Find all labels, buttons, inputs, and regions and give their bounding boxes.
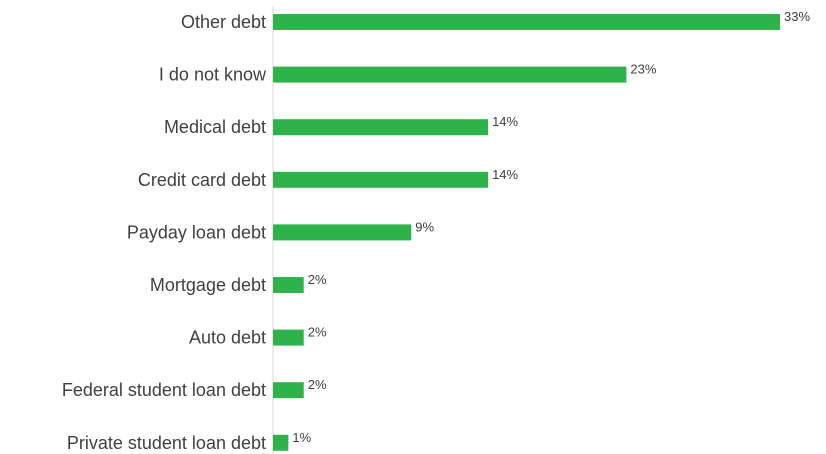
bar	[273, 329, 304, 346]
category-label: Federal student loan debt	[62, 380, 266, 400]
labels-layer: Other debt 33% I do not know 23% Medical deb…	[62, 9, 811, 453]
category-label: Mortgage debt	[150, 275, 266, 295]
bar	[273, 66, 627, 83]
bar	[273, 277, 304, 293]
value-label: 23%	[630, 62, 656, 77]
category-label: Credit card debt	[138, 170, 266, 190]
bar	[273, 14, 780, 30]
category-label: Medical debt	[164, 117, 266, 137]
bars-layer	[272, 6, 780, 454]
value-label: 9%	[415, 219, 434, 234]
value-label: 2%	[308, 325, 327, 340]
category-label: Payday loan debt	[127, 222, 266, 242]
value-label: 14%	[492, 167, 518, 182]
category-label: Auto debt	[189, 328, 266, 348]
value-label: 2%	[308, 272, 327, 287]
bar	[273, 434, 289, 451]
value-label: 14%	[492, 114, 518, 129]
value-label: 33%	[784, 9, 810, 24]
value-label: 1%	[292, 430, 311, 445]
bar	[273, 171, 489, 188]
value-label: 2%	[308, 377, 327, 392]
category-label: I do not know	[159, 65, 267, 85]
category-label: Other debt	[181, 12, 266, 32]
bar	[273, 224, 412, 241]
bar	[273, 119, 489, 136]
bar	[273, 382, 304, 399]
category-label: Private student loan debt	[67, 433, 266, 453]
